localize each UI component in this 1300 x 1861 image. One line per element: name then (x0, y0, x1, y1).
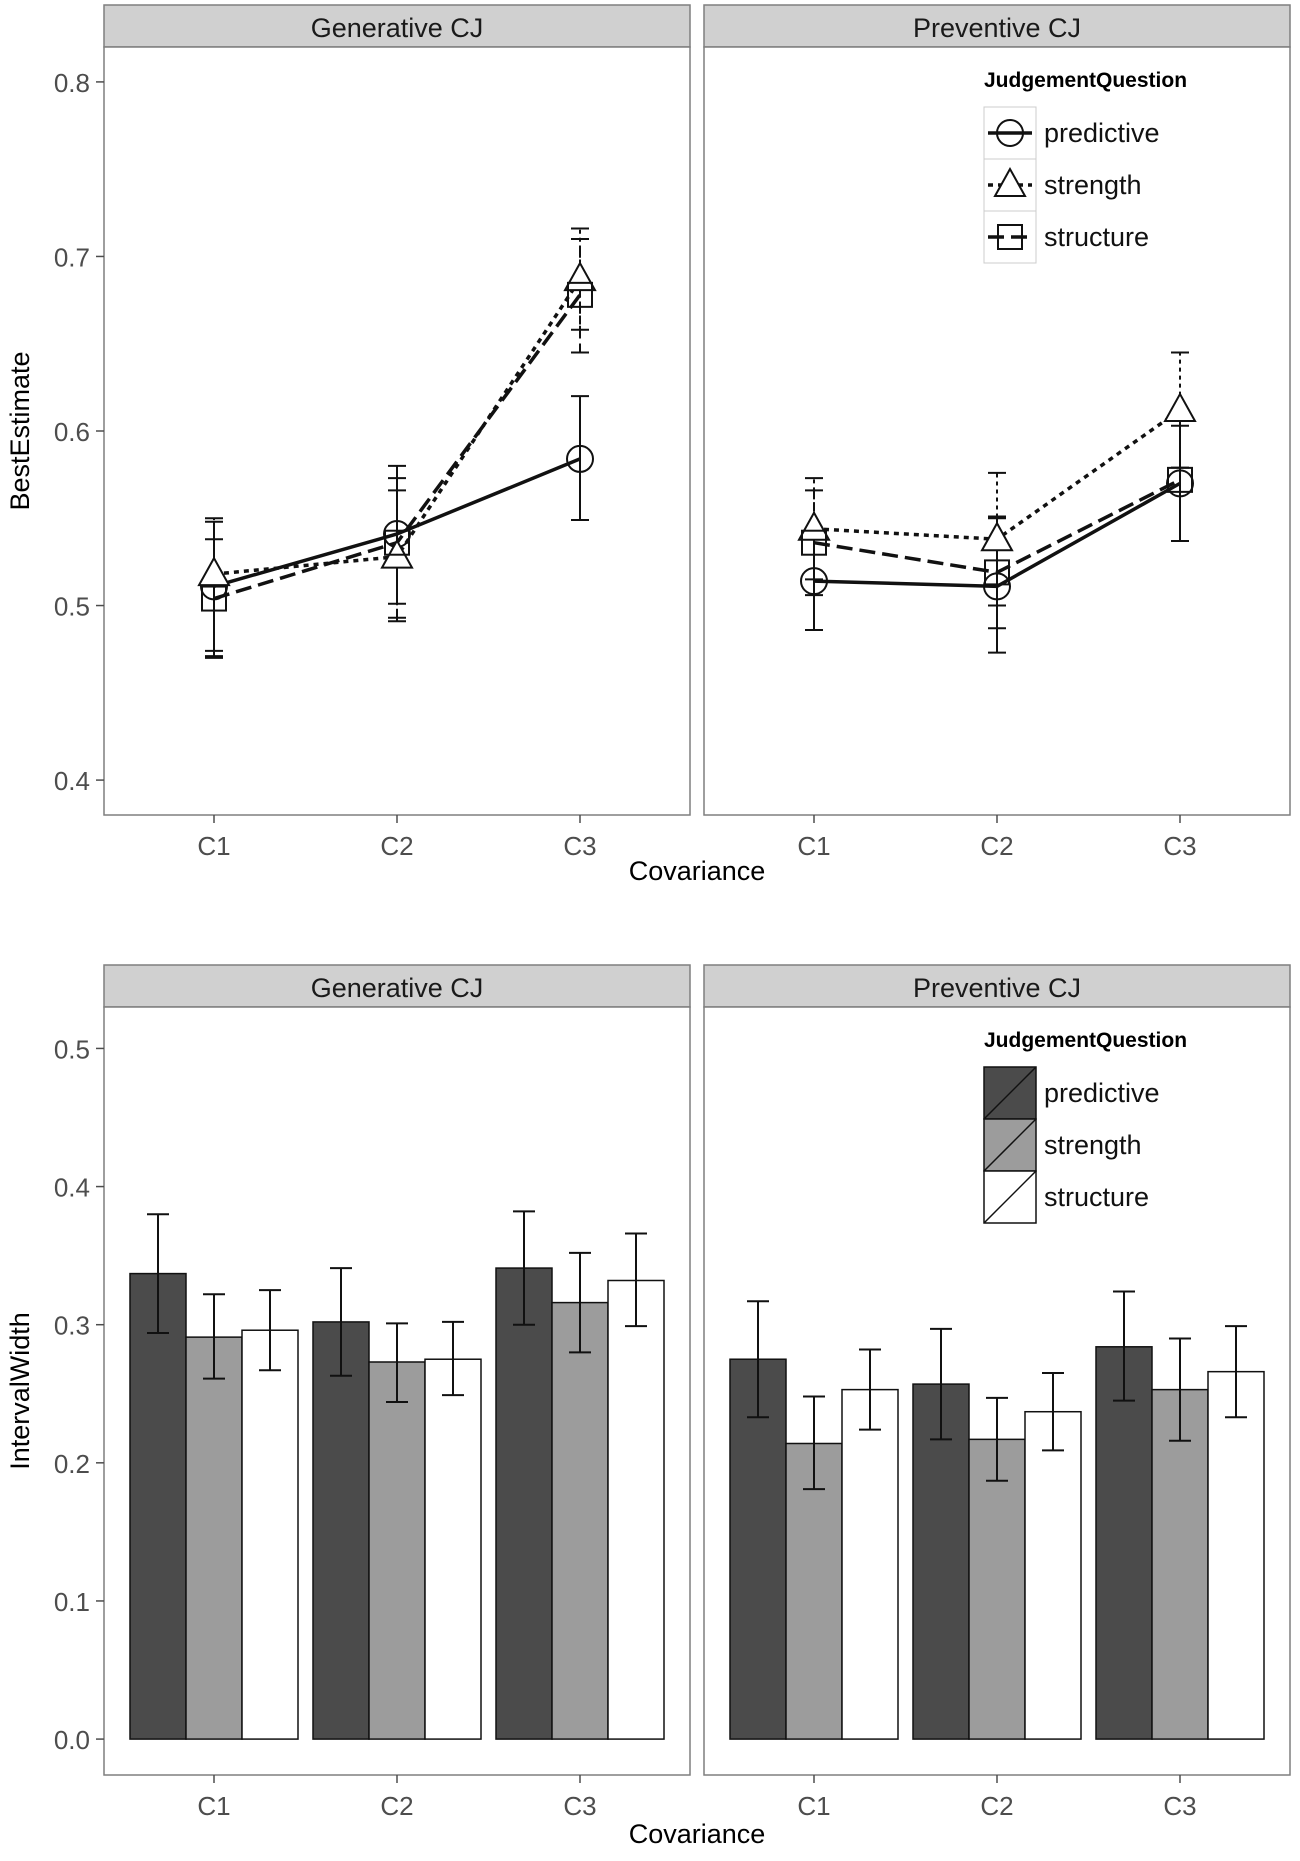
panel-preventive: Preventive CJ C1 C2 C3 JudgementQuestion pred… (703, 4, 1291, 861)
legend-item-structure: structure (983, 210, 1149, 264)
x-tick-label: C3 (563, 1791, 596, 1821)
bar-structure (1207, 1370, 1265, 1740)
y-tick-label: 0.6 (54, 417, 90, 447)
y-axis-label: IntervalWidth (5, 1312, 35, 1470)
bar-predictive (495, 1267, 553, 1740)
data-point-structure (201, 585, 227, 612)
y-tick-label: 0.0 (54, 1725, 90, 1755)
legend-item-structure: structure (983, 1170, 1149, 1224)
legend-label: structure (1044, 222, 1149, 252)
y-tick-label: 0.2 (54, 1449, 90, 1479)
data-point-predictive (983, 572, 1011, 601)
legend-diagonal (983, 1066, 1037, 1120)
legend-marker-strength-icon (993, 166, 1027, 197)
legend: JudgementQuestion predictive strength struc… (983, 69, 1187, 264)
panel-preventive: Preventive CJ C1 C2 C3 JudgementQuestion pred… (703, 964, 1291, 1821)
panel-strip (103, 4, 691, 48)
line-chart-best-estimate: BestEstimate Covariance Generative CJ 0.4 0.… (5, 4, 1291, 886)
bar-structure (607, 1279, 665, 1740)
y-tick-label: 0.4 (54, 1173, 90, 1203)
x-axis-label: Covariance (629, 856, 766, 886)
y-tick-label: 0.3 (54, 1311, 90, 1341)
x-tick-label: C3 (1163, 1791, 1196, 1821)
y-tick-label: 0.8 (54, 68, 90, 98)
data-point-strength (980, 521, 1014, 552)
x-tick-label: C2 (380, 831, 413, 861)
panel-title: Preventive CJ (913, 973, 1081, 1003)
legend-item-predictive: predictive (983, 1066, 1160, 1120)
legend-marker-structure-icon (997, 224, 1023, 250)
x-tick-label: C3 (563, 831, 596, 861)
x-tick-label: C3 (1163, 831, 1196, 861)
legend-label: predictive (1044, 1078, 1160, 1108)
bar-structure (841, 1388, 899, 1740)
data-point-predictive (566, 444, 594, 473)
legend-title: JudgementQuestion (984, 69, 1187, 92)
legend: JudgementQuestion predictive strength struc… (983, 1029, 1187, 1224)
bar-strength (185, 1336, 243, 1740)
legend-diagonal (983, 1118, 1037, 1172)
x-tick-label: C2 (980, 1791, 1013, 1821)
legend-diagonal (983, 1170, 1037, 1224)
panel-strip (103, 964, 691, 1008)
panel-frame (103, 46, 691, 816)
bar-predictive (312, 1321, 370, 1740)
bar-chart-interval-width: IntervalWidth Covariance Generative CJ 0.0 0… (5, 964, 1291, 1849)
panel-generative: Generative CJ 0.0 0.1 0.2 0.3 0.4 0.5 C1 C2 C3 (54, 964, 691, 1821)
bar-predictive (912, 1383, 970, 1740)
legend-item-strength: strength (983, 158, 1142, 212)
panel-title: Generative CJ (311, 973, 484, 1003)
data-point-structure (984, 559, 1010, 586)
x-axis-label: Covariance (629, 1819, 766, 1849)
legend-item-strength: strength (983, 1118, 1142, 1172)
y-tick-label: 0.7 (54, 242, 90, 272)
bar-strength (968, 1438, 1026, 1740)
bar-structure (241, 1329, 299, 1740)
legend-label: strength (1044, 1130, 1142, 1160)
bar-strength (551, 1301, 609, 1740)
bar-structure (1024, 1410, 1082, 1740)
x-tick-label: C1 (797, 1791, 830, 1821)
legend-label: predictive (1044, 118, 1160, 148)
data-point-structure (384, 529, 410, 556)
legend-label: structure (1044, 1182, 1149, 1212)
legend-title: JudgementQuestion (984, 1029, 1187, 1052)
bar-predictive (1095, 1346, 1153, 1740)
data-point-strength (1163, 391, 1197, 423)
bar-structure (424, 1358, 482, 1740)
x-tick-label: C2 (980, 831, 1013, 861)
panel-title: Preventive CJ (913, 13, 1081, 43)
legend-marker-predictive-icon (996, 119, 1024, 147)
legend-item-predictive: predictive (983, 106, 1160, 160)
x-tick-label: C1 (197, 1791, 230, 1821)
bar-strength (368, 1361, 426, 1740)
data-point-structure (567, 281, 593, 308)
bar-predictive (129, 1272, 187, 1740)
panel-generative: Generative CJ 0.4 0.5 0.6 0.7 0.8 C1 C2 C3 (54, 4, 691, 861)
x-tick-label: C2 (380, 1791, 413, 1821)
y-tick-label: 0.4 (54, 766, 90, 796)
data-point-structure (801, 529, 827, 556)
panel-title: Generative CJ (311, 13, 484, 43)
y-tick-label: 0.5 (54, 592, 90, 622)
bar-strength (1151, 1388, 1209, 1740)
y-tick-label: 0.1 (54, 1587, 90, 1617)
legend-label: strength (1044, 170, 1142, 200)
data-point-strength (797, 510, 831, 541)
bar-predictive (729, 1358, 787, 1740)
x-tick-label: C1 (797, 831, 830, 861)
y-tick-label: 0.5 (54, 1034, 90, 1064)
data-point-strength (197, 556, 231, 587)
panel-strip (703, 4, 1291, 48)
data-point-structure (1167, 466, 1193, 493)
data-point-predictive (800, 567, 828, 596)
y-axis-label: BestEstimate (5, 351, 35, 510)
x-tick-label: C1 (197, 831, 230, 861)
